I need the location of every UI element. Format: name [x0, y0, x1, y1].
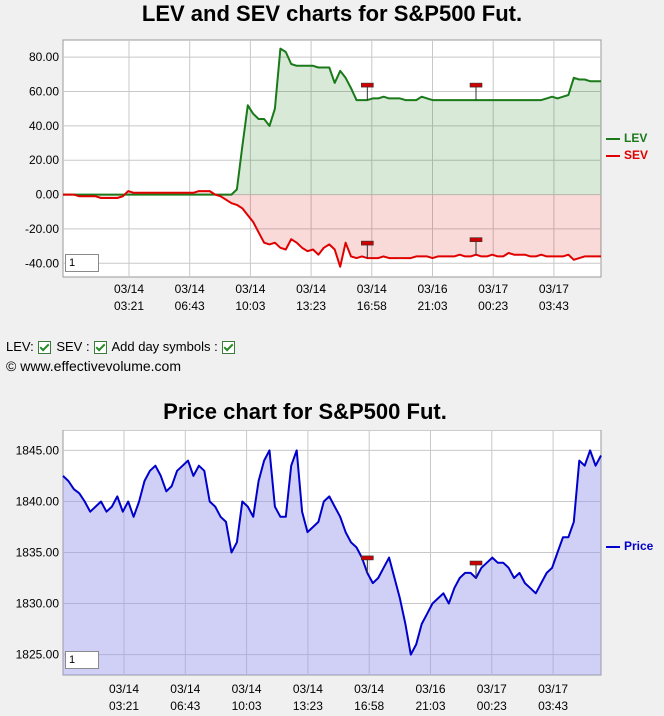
day-marker-icon: [361, 82, 374, 101]
x-tick-label-date: 03/17: [477, 682, 507, 696]
x-tick-label-time: 16:58: [354, 699, 384, 713]
legend-sev: SEV: [606, 148, 648, 162]
x-tick-label-time: 10:03: [232, 699, 262, 713]
price-chart[interactable]: 1845.00 1840.00 1835.00 1830.00 1825.00 03/1…: [0, 430, 664, 716]
lev-sev-chart-title: LEV and SEV charts for S&P500 Fut.: [141, 1, 523, 26]
legend-price-label: Price: [624, 539, 654, 553]
legend-lev-label: LEV: [624, 131, 648, 145]
x-tick-label-time: 00:23: [478, 299, 508, 313]
y-tick-label: 40.00: [29, 119, 59, 133]
x-tick-label-date: 03/17: [538, 682, 568, 696]
y-tick-label: -40.00: [25, 256, 59, 270]
y-tick-label: 80.00: [29, 50, 59, 64]
x-tick-label-time: 06:43: [170, 699, 200, 713]
x-tick-label-date: 03/16: [415, 682, 445, 696]
y-tick-label: 20.00: [29, 153, 59, 167]
lev-checkbox[interactable]: [37, 341, 51, 355]
legend-price-swatch: [606, 545, 620, 548]
x-tick-label-time: 03:43: [539, 299, 569, 313]
x-tick-label-date: 03/14: [109, 682, 139, 696]
x-tick-label-time: 06:43: [175, 299, 205, 313]
x-tick-label-time: 13:23: [293, 699, 323, 713]
sev-checkbox[interactable]: [93, 341, 107, 355]
x-tick-label-date: 03/17: [478, 282, 508, 296]
price-zoom-input[interactable]: 1: [65, 651, 99, 669]
y-tick-label: 1830.00: [16, 597, 60, 611]
x-tick-label-time: 21:03: [417, 299, 447, 313]
x-tick-label-date: 03/16: [417, 282, 447, 296]
y-tick-label: 0.00: [36, 188, 60, 202]
series-line-sev: [63, 190, 601, 268]
x-tick-label-time: 16:58: [357, 299, 387, 313]
x-tick-label-date: 03/17: [539, 282, 569, 296]
day-marker-icon: [469, 560, 483, 579]
sev-toggle-label: SEV :: [56, 339, 90, 354]
x-tick-label-time: 13:23: [296, 299, 326, 313]
x-tick-label-time: 03:21: [114, 299, 144, 313]
y-tick-label: -20.00: [25, 222, 59, 236]
y-tick-label: 1845.00: [16, 443, 60, 457]
lev-toggle-label: LEV:: [6, 339, 34, 354]
legend-sev-swatch: [606, 154, 620, 157]
day-marker-icon: [469, 237, 483, 255]
lev-sev-chart[interactable]: 80.00 60.00 40.00 20.00 0.00 -20.00 -40.00 03/…: [0, 0, 664, 330]
x-tick-label-time: 10:03: [235, 299, 265, 313]
x-tick-label-date: 03/14: [232, 682, 262, 696]
series-fill-lev: [63, 48, 601, 195]
x-tick-label-date: 03/14: [114, 282, 144, 296]
series-line-lev: [63, 47, 601, 196]
price-chart-title: Price chart for S&P500 Fut.: [163, 399, 447, 424]
x-tick-label-time: 00:23: [477, 699, 507, 713]
plot-area: [62, 39, 602, 278]
x-tick-label-time: 21:03: [415, 699, 445, 713]
x-tick-label-date: 03/14: [296, 282, 326, 296]
copyright-text: © www.effectivevolume.com: [6, 358, 182, 374]
series-fill-sev: [63, 191, 601, 267]
y-tick-label: 60.00: [29, 85, 59, 99]
x-tick-label-date: 03/14: [170, 682, 200, 696]
series-fill-price: [63, 450, 601, 675]
x-tick-label-date: 03/14: [235, 282, 265, 296]
x-tick-label-date: 03/14: [175, 282, 205, 296]
y-tick-label: 1840.00: [16, 494, 60, 508]
x-tick-label-date: 03/14: [293, 682, 323, 696]
day-marker-icon: [361, 555, 374, 573]
day-symbols-label: Add day symbols :: [111, 339, 218, 354]
y-tick-label: 1825.00: [16, 648, 60, 662]
legend-sev-label: SEV: [624, 148, 649, 162]
legend-lev: LEV: [606, 131, 647, 145]
day-symbols-checkbox[interactable]: [221, 341, 235, 355]
series-line-price: [62, 449, 602, 656]
lev-zoom-input[interactable]: 1: [65, 254, 99, 272]
x-tick-label-date: 03/14: [357, 282, 387, 296]
chart-options: LEV: SEV : Add day symbols :: [6, 339, 237, 355]
legend-price: Price: [606, 539, 653, 553]
legend-lev-swatch: [606, 137, 620, 140]
y-tick-label: 1835.00: [16, 546, 60, 560]
day-marker-icon: [361, 240, 374, 259]
x-tick-label-time: 03:43: [538, 699, 568, 713]
day-marker-icon: [469, 82, 483, 101]
x-tick-label-time: 03:21: [109, 699, 139, 713]
x-tick-label-date: 03/14: [354, 682, 384, 696]
